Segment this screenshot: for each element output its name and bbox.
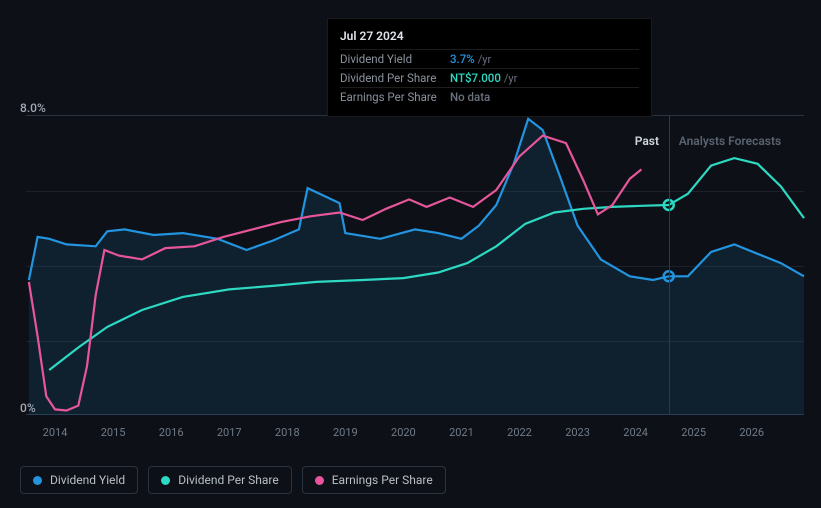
x-axis-tick-label: 2022 [507, 426, 532, 439]
x-axis-tick-label: 2017 [217, 426, 242, 439]
tooltip-row-value: NT$7.000 [450, 71, 501, 85]
hover-vertical-line [669, 115, 670, 415]
legend-item-dividend_yield[interactable]: Dividend Yield [20, 466, 138, 494]
legend-label: Dividend Yield [50, 473, 125, 487]
x-axis-tick-label: 2016 [159, 426, 184, 439]
x-axis-tick-label: 2018 [275, 426, 300, 439]
past-section-label: Past [635, 134, 659, 148]
tooltip-row: Dividend Per ShareNT$7.000/yr [340, 68, 639, 87]
legend-item-earnings_per_share[interactable]: Earnings Per Share [302, 466, 446, 494]
legend-label: Earnings Per Share [332, 473, 433, 487]
x-axis-tick-label: 2026 [739, 426, 764, 439]
x-axis-tick-label: 2023 [565, 426, 590, 439]
tooltip-row-value: No data [450, 90, 490, 104]
tooltip-row-label: Earnings Per Share [340, 90, 450, 104]
tooltip-row-value: 3.7% [450, 52, 475, 66]
legend: Dividend Yield Dividend Per Share Earnings… [20, 466, 446, 494]
y-axis-tick-label: 8.0% [20, 101, 46, 115]
tooltip-date: Jul 27 2024 [340, 29, 639, 43]
x-axis-tick-label: 2020 [391, 426, 416, 439]
x-axis-tick-label: 2024 [623, 426, 648, 439]
hover-tooltip: Jul 27 2024 Dividend Yield3.7%/yrDividen… [327, 18, 652, 117]
legend-dot [315, 476, 324, 485]
y-axis-tick-label: 0% [20, 401, 36, 415]
chart-container: Jul 27 2024 Dividend Yield3.7%/yrDividen… [0, 0, 821, 508]
legend-dot [33, 476, 42, 485]
forecast-section-label: Analysts Forecasts [679, 134, 781, 148]
tooltip-row: Earnings Per ShareNo data [340, 87, 639, 106]
tooltip-row-unit: /yr [478, 53, 491, 66]
x-axis-tick-label: 2025 [681, 426, 706, 439]
x-axis-tick-label: 2021 [449, 426, 474, 439]
tooltip-row: Dividend Yield3.7%/yr [340, 49, 639, 68]
chart-svg [26, 115, 804, 415]
tooltip-row-label: Dividend Per Share [340, 71, 450, 85]
x-axis-tick-label: 2019 [333, 426, 358, 439]
tooltip-row-label: Dividend Yield [340, 52, 450, 66]
x-axis-tick-label: 2014 [43, 426, 68, 439]
legend-label: Dividend Per Share [178, 473, 279, 487]
legend-dot [161, 476, 170, 485]
x-axis-tick-label: 2015 [101, 426, 126, 439]
tooltip-row-unit: /yr [504, 72, 517, 85]
legend-item-dividend_per_share[interactable]: Dividend Per Share [148, 466, 292, 494]
dividend-yield-area [29, 119, 804, 415]
